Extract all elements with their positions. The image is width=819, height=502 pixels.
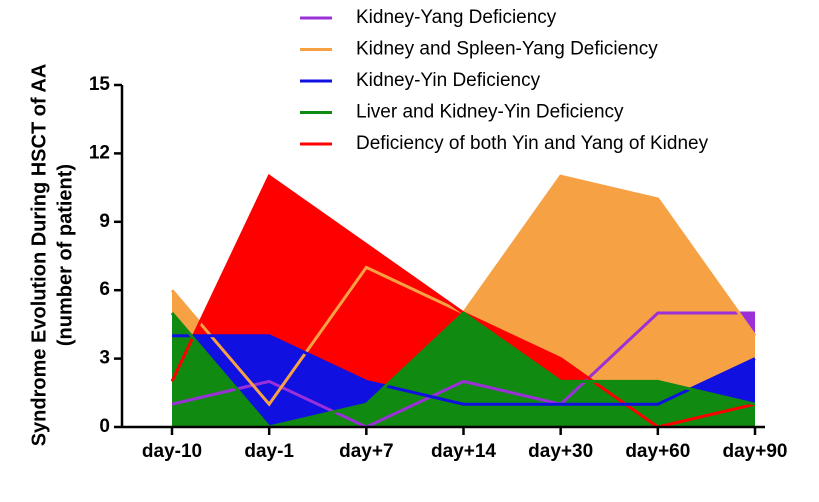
y-tick-label: 3 — [99, 348, 110, 369]
x-tick-label: day+14 — [431, 441, 496, 462]
x-tick-label: day-10 — [142, 441, 202, 462]
area — [172, 313, 755, 427]
line — [171, 311, 755, 429]
legend-label: Liver and Kidney-Yin Deficiency — [356, 102, 624, 123]
legend-item: Kidney-Yang Deficiency — [300, 7, 557, 28]
legend-label: Kidney-Yang Deficiency — [356, 7, 557, 28]
legend-label: Kidney and Spleen-Yang Deficiency — [356, 39, 658, 60]
y-tick-label: 15 — [89, 74, 111, 95]
x-tick-label: day+30 — [528, 441, 593, 462]
y-tick-label: 12 — [89, 142, 110, 163]
legend-item: Kidney-Yin Deficiency — [300, 70, 541, 91]
y-tick-label: 6 — [99, 279, 110, 300]
legend-item: Kidney and Spleen-Yang Deficiency — [300, 39, 658, 60]
x-tick-label: day+60 — [625, 441, 690, 462]
x-tick-label: day-1 — [244, 441, 294, 462]
y-axis-label: Syndrome Evolution During HSCT of AA — [28, 64, 50, 447]
legend-label: Deficiency of both Yin and Yang of Kidne… — [356, 133, 709, 154]
x-tick-label: day+7 — [339, 441, 393, 462]
y-tick-label: 0 — [99, 416, 110, 437]
legend-label: Kidney-Yin Deficiency — [356, 70, 541, 91]
axes: 0 3 6 9 12 15 day-10 day-1 day+7 day+14 day+30 day+… — [89, 74, 788, 462]
y-tick-label: 9 — [99, 211, 110, 232]
x-tick-label: day+90 — [723, 441, 788, 462]
legend-item: Deficiency of both Yin and Yang of Kidne… — [300, 133, 709, 154]
line — [172, 334, 756, 406]
y-axis-label: (number of patient) — [54, 164, 76, 346]
legend-item: Liver and Kidney-Yin Deficiency — [300, 102, 624, 123]
